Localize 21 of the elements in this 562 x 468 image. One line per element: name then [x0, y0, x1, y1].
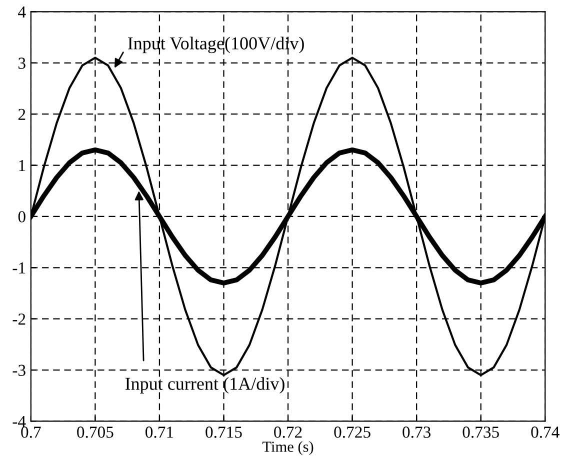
y-tick-label: 0 — [18, 211, 26, 222]
y-tick-label: 3 — [18, 58, 26, 69]
x-tick-label: 0.71 — [146, 426, 174, 438]
x-tick-label: 0.705 — [77, 426, 114, 438]
x-tick-label: 0.73 — [402, 426, 431, 438]
x-tick-label: 0.72 — [274, 426, 302, 438]
x-axis-title: Time (s) — [262, 441, 314, 456]
y-tick-label: -4 — [12, 416, 26, 427]
y-tick-label: -2 — [12, 314, 26, 325]
y-tick-label: 1 — [19, 160, 26, 172]
y-tick-label: -3 — [12, 364, 26, 376]
y-tick-label: -1 — [12, 262, 26, 274]
x-tick-label: 0.7 — [21, 426, 41, 438]
annotation: Input current (1A/div) — [125, 377, 284, 394]
x-tick-label: 0.715 — [206, 426, 242, 438]
x-tick-label: 0.74 — [531, 426, 560, 438]
x-tick-label: 0.725 — [334, 426, 370, 438]
y-tick-label: 2 — [18, 108, 26, 120]
y-tick-label: 4 — [18, 6, 26, 18]
annotation: Input Voltage(100V/div) — [128, 36, 304, 54]
x-tick-label: 0.735 — [462, 426, 499, 438]
